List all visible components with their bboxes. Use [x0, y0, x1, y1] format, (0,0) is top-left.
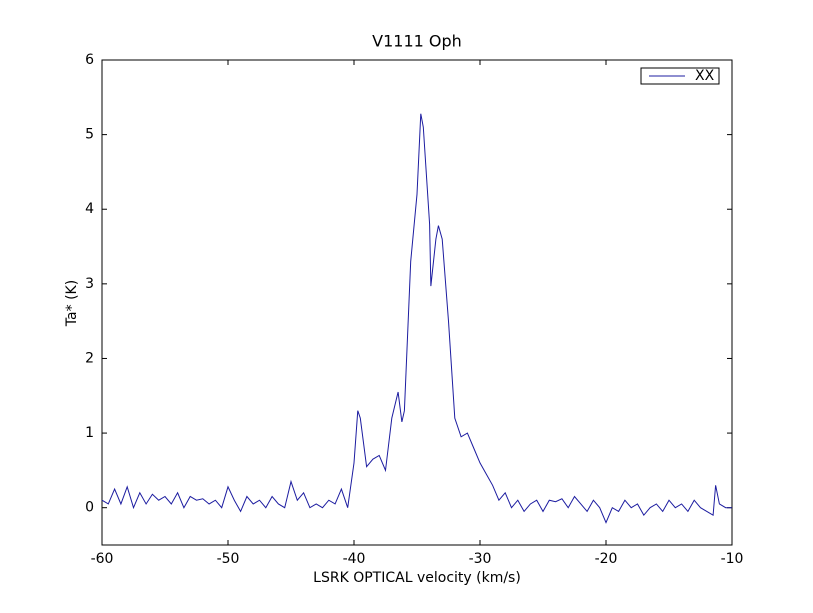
chart-title: V1111 Oph: [372, 32, 462, 51]
y-tick-label: 4: [85, 201, 94, 217]
x-tick-label: -10: [721, 551, 744, 567]
x-tick-label: -60: [91, 551, 114, 567]
y-tick-label: 5: [85, 127, 94, 143]
y-tick-label: 2: [85, 350, 94, 366]
y-tick-label: 6: [85, 52, 94, 68]
x-tick-label: -40: [343, 551, 366, 567]
x-axis-label: LSRK OPTICAL velocity (km/s): [313, 570, 521, 586]
y-axis-label: Ta* (K): [64, 280, 80, 327]
legend-label: XX: [695, 68, 715, 84]
y-tick-label: 1: [85, 425, 94, 441]
x-tick-label: -20: [595, 551, 618, 567]
series-line: [101, 113, 732, 524]
y-tick-label: 0: [85, 500, 94, 516]
plot-frame: [101, 59, 733, 546]
x-tick-label: -50: [217, 551, 240, 567]
y-tick-label: 3: [85, 276, 94, 292]
x-tick-label: -30: [469, 551, 492, 567]
